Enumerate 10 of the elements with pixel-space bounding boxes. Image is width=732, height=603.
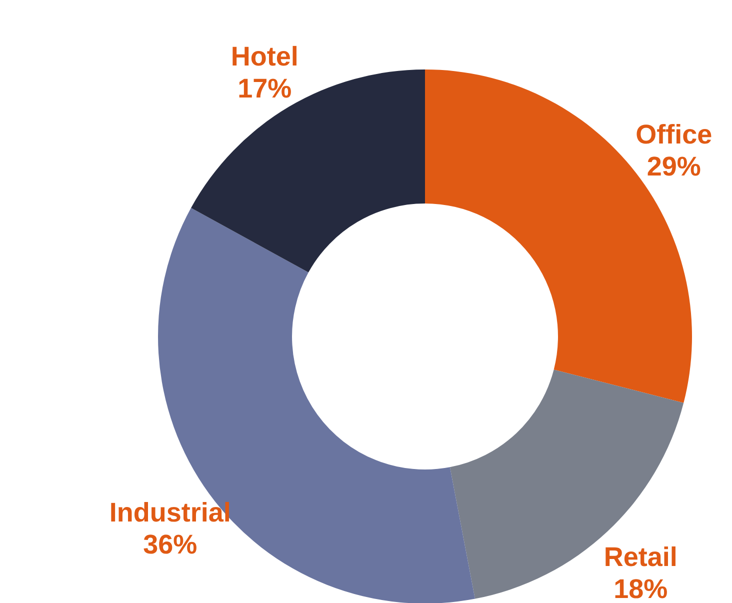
donut-slice: [191, 70, 425, 272]
slice-label: Retail: [604, 542, 678, 572]
slice-label: Office: [636, 119, 712, 150]
data-label: 17%: [238, 73, 292, 104]
data-label: 29%: [646, 151, 701, 182]
data-label: 36%: [143, 530, 198, 560]
slice-label: Industrial: [109, 498, 231, 528]
slice-label: Hotel: [230, 41, 298, 72]
donut-slice: [450, 370, 684, 599]
data-label: 18%: [614, 574, 668, 603]
